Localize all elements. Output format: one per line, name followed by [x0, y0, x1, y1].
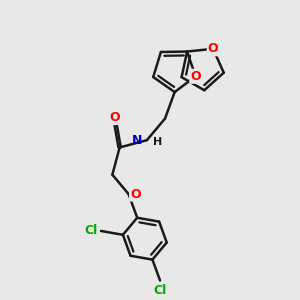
Text: Cl: Cl: [153, 284, 167, 297]
Text: N: N: [132, 134, 142, 147]
Text: H: H: [153, 136, 162, 147]
Text: O: O: [190, 70, 201, 83]
Text: O: O: [130, 188, 141, 200]
Text: O: O: [208, 42, 218, 55]
Text: O: O: [110, 111, 120, 124]
Text: Cl: Cl: [85, 224, 98, 237]
